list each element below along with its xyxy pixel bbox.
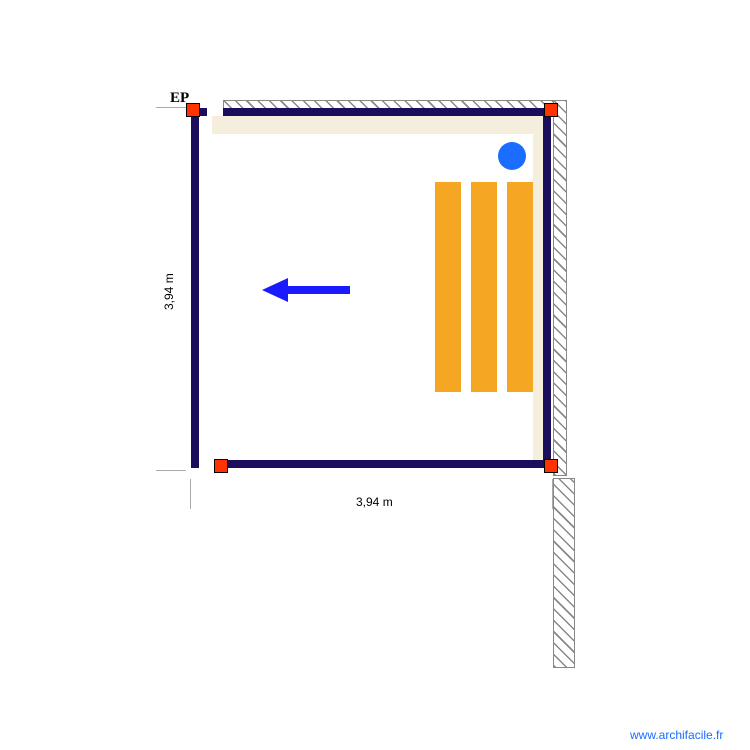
- blue-dot-icon: [498, 142, 526, 170]
- dim-label-bottom: 3,94 m: [356, 495, 393, 509]
- corner-top-right: [544, 103, 558, 117]
- hatched-lower-stub: [553, 478, 575, 668]
- dim-tick-bottom-right: [552, 479, 553, 509]
- bar-2: [471, 182, 497, 392]
- credit-link[interactable]: www.archifacile.fr: [630, 728, 723, 742]
- dim-tick-bottom-left: [190, 479, 191, 509]
- bar-3: [507, 182, 533, 392]
- wall-top-right-seg: [223, 108, 551, 116]
- hatched-right: [553, 100, 567, 476]
- floor-plan-canvas: EP 3,94 m 3,94 m www.archifacile.fr: [0, 0, 750, 750]
- arrow-left-icon: [258, 270, 358, 310]
- wall-right: [543, 108, 551, 468]
- cream-strip-top: [212, 116, 551, 134]
- dim-tick-left-bottom: [156, 470, 186, 471]
- bar-1: [435, 182, 461, 392]
- wall-left: [191, 108, 199, 468]
- ep-label: EP: [170, 90, 189, 107]
- corner-bottom-left: [214, 459, 228, 473]
- corner-bottom-right: [544, 459, 558, 473]
- dim-label-left: 3,94 m: [162, 273, 176, 310]
- wall-bottom: [214, 460, 551, 468]
- dim-tick-left-top: [156, 107, 186, 108]
